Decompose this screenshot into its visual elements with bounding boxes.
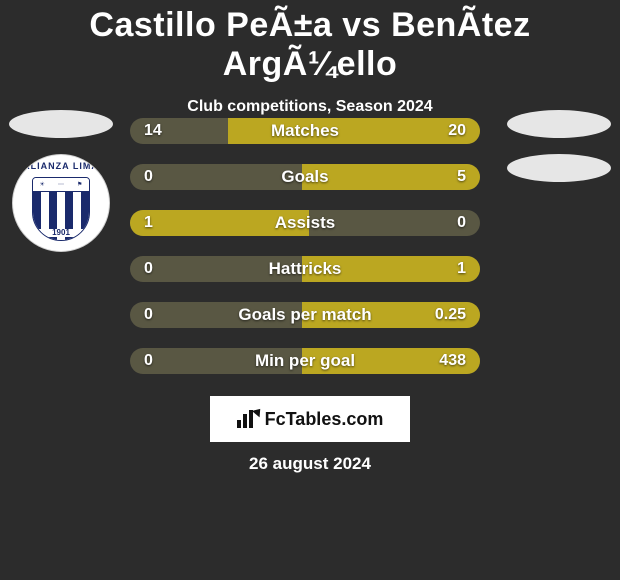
brand-chart-icon	[237, 410, 259, 428]
right-player-column	[504, 110, 614, 182]
stats-panel: 14Matches20 0Goals5 1Assists0 0Hattricks1 0G…	[130, 118, 480, 374]
crest-shield: ☀⋯⚑ 1901	[32, 177, 90, 241]
stat-bar-right	[305, 256, 480, 282]
stat-bar-left	[130, 210, 305, 236]
page-title: Castillo PeÃ±a vs BenÃ­tez ArgÃ¼ello	[0, 0, 620, 84]
left-flag-placeholder	[9, 110, 113, 138]
left-club-crest: ALIANZA LIMA ☀⋯⚑ 1901	[12, 154, 110, 252]
stat-bar-right	[305, 348, 480, 374]
stat-row: 14Matches20	[130, 118, 480, 144]
brand-badge: FcTables.com	[210, 396, 410, 442]
crest-cap: ☀⋯⚑	[33, 178, 89, 192]
stat-bar-right	[305, 210, 309, 236]
stat-bar-left	[228, 118, 305, 144]
stat-bar-right	[305, 164, 480, 190]
right-flag-placeholder	[507, 110, 611, 138]
right-club-placeholder	[507, 154, 611, 182]
stat-row: 0Goals5	[130, 164, 480, 190]
crest-year: 1901	[33, 229, 89, 237]
stat-bar-right	[305, 302, 480, 328]
stat-row: 0Goals per match0.25	[130, 302, 480, 328]
stat-row: 0Min per goal438	[130, 348, 480, 374]
stat-row: 0Hattricks1	[130, 256, 480, 282]
left-player-column: ALIANZA LIMA ☀⋯⚑ 1901	[6, 110, 116, 252]
stat-row: 1Assists0	[130, 210, 480, 236]
brand-text: FcTables.com	[265, 409, 384, 430]
stat-bar-right	[305, 118, 480, 144]
date-text: 26 august 2024	[0, 454, 620, 474]
